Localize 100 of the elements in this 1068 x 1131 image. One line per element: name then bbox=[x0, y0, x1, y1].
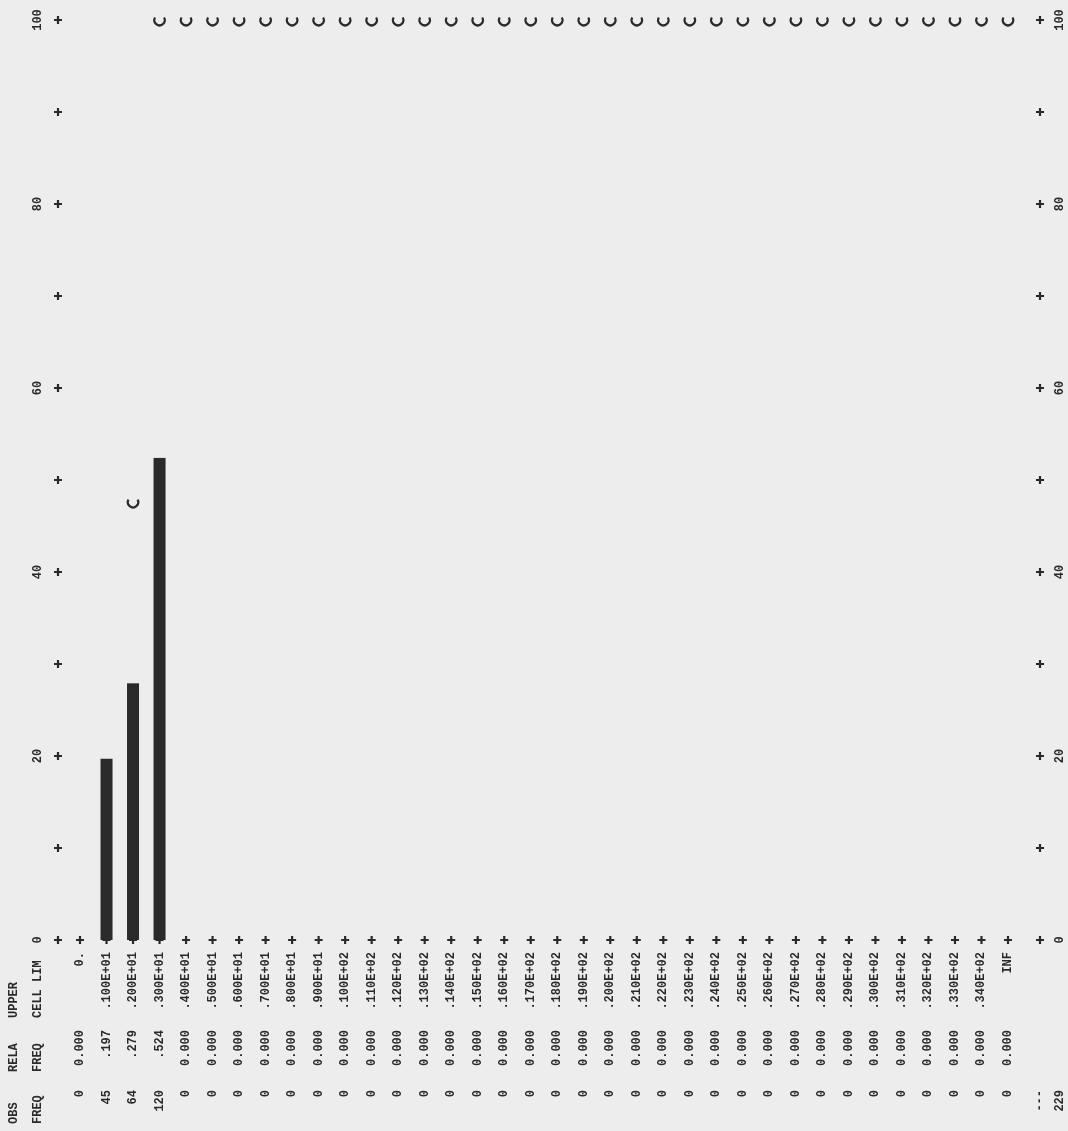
text: 0 bbox=[1001, 1090, 1015, 1098]
y2-tick-label: 40 bbox=[1053, 564, 1067, 580]
y2-tick-label: 20 bbox=[1053, 748, 1067, 764]
text: 0 bbox=[285, 1090, 300, 1098]
text: 0.000 bbox=[444, 1030, 459, 1067]
x-tick-label: .160E+02 bbox=[497, 952, 512, 1010]
y-tick-label: 60 bbox=[31, 380, 45, 396]
y-tick-label: 40 bbox=[31, 564, 45, 580]
x-tick-label: .200E+02 bbox=[603, 952, 618, 1010]
y-tick-label: 0 bbox=[31, 936, 45, 944]
text: 0 bbox=[338, 1090, 353, 1098]
text: 0.000 bbox=[470, 1030, 485, 1067]
x-tick-label: .700E+01 bbox=[258, 952, 273, 1010]
text: 0 bbox=[205, 1090, 220, 1098]
x-tick-label: .210E+02 bbox=[629, 952, 644, 1010]
text: 0 bbox=[470, 1090, 485, 1098]
x-tick-label: .260E+02 bbox=[762, 952, 777, 1010]
text: 0 bbox=[232, 1090, 247, 1098]
text: 0 bbox=[417, 1090, 432, 1098]
text: 0 bbox=[523, 1090, 538, 1098]
text: 0.000 bbox=[947, 1030, 962, 1067]
x-tick-label: .300E+02 bbox=[868, 952, 883, 1010]
text: 0.000 bbox=[258, 1030, 273, 1067]
text: 0 bbox=[391, 1090, 406, 1098]
text: RELA FREQ bbox=[7, 1042, 45, 1072]
text: 0 bbox=[576, 1090, 591, 1098]
text: 0 bbox=[815, 1090, 830, 1098]
x-tick-label: .240E+02 bbox=[709, 952, 724, 1010]
bar bbox=[153, 457, 166, 940]
x-tick-label: .100E+01 bbox=[99, 952, 114, 1010]
text: 0 bbox=[709, 1090, 724, 1098]
text: 0.000 bbox=[364, 1030, 379, 1067]
text: 0.000 bbox=[603, 1030, 618, 1067]
x-tick-label: .230E+02 bbox=[682, 952, 697, 1010]
text: 0 bbox=[603, 1090, 618, 1098]
y2-tick-label: 0 bbox=[1053, 936, 1067, 944]
y2-tick-label: 100 bbox=[1053, 9, 1067, 31]
text: 0.000 bbox=[285, 1030, 300, 1067]
text: 0.000 bbox=[523, 1030, 538, 1067]
text: 0 bbox=[841, 1090, 856, 1098]
text: 0.000 bbox=[73, 1030, 87, 1067]
x-tick-label: .200E+01 bbox=[126, 952, 141, 1010]
text: 45 bbox=[99, 1090, 114, 1105]
text: 0 bbox=[311, 1090, 326, 1098]
text: 0 bbox=[894, 1090, 909, 1098]
text: 0.000 bbox=[974, 1030, 989, 1067]
x-tick-label: .270E+02 bbox=[788, 952, 803, 1010]
text: 0 bbox=[179, 1090, 194, 1098]
x-tick-label: .800E+01 bbox=[285, 952, 300, 1010]
x-tick-label: .110E+02 bbox=[364, 952, 379, 1010]
text: 0 bbox=[921, 1090, 936, 1098]
x-tick-label: .180E+02 bbox=[550, 952, 565, 1010]
x-tick-label: .290E+02 bbox=[841, 952, 856, 1010]
x-tick-label: .310E+02 bbox=[894, 952, 909, 1010]
text: 0 bbox=[629, 1090, 644, 1098]
text: 0.000 bbox=[338, 1030, 353, 1067]
bar bbox=[100, 758, 113, 940]
text: 0.000 bbox=[629, 1030, 644, 1067]
text: 0.000 bbox=[894, 1030, 909, 1067]
text: 0 bbox=[497, 1090, 512, 1098]
text: .524 bbox=[152, 1030, 167, 1059]
x-tick-label: .100E+02 bbox=[338, 952, 353, 1010]
text: 0.000 bbox=[576, 1030, 591, 1067]
text: 0 bbox=[73, 1090, 87, 1098]
text: 0.000 bbox=[682, 1030, 697, 1067]
y-tick-label: 20 bbox=[31, 748, 45, 764]
x-tick-label: .340E+02 bbox=[974, 952, 989, 1010]
x-tick-label: .190E+02 bbox=[576, 952, 591, 1010]
text: 0.000 bbox=[841, 1030, 856, 1067]
text: 0.000 bbox=[709, 1030, 724, 1067]
text: 229 bbox=[1053, 1090, 1067, 1112]
text: 64 bbox=[126, 1090, 141, 1105]
text: 0.000 bbox=[497, 1030, 512, 1067]
text: 0.000 bbox=[788, 1030, 803, 1067]
text: 0.000 bbox=[311, 1030, 326, 1067]
text: 0 bbox=[550, 1090, 565, 1098]
text: 0.000 bbox=[815, 1030, 830, 1067]
text: 0 bbox=[788, 1090, 803, 1098]
text: 0.000 bbox=[417, 1030, 432, 1067]
x-tick-label: .400E+01 bbox=[179, 952, 194, 1010]
x-tick-label: INF bbox=[1001, 952, 1015, 974]
text: 0 bbox=[868, 1090, 883, 1098]
x-tick-label: 0. bbox=[73, 952, 87, 967]
text: .279 bbox=[126, 1030, 141, 1059]
text: 0 bbox=[258, 1090, 273, 1098]
text: 0 bbox=[947, 1090, 962, 1098]
y-tick-label: 80 bbox=[31, 196, 45, 212]
text: 0 bbox=[444, 1090, 459, 1098]
text: 0.000 bbox=[656, 1030, 671, 1067]
text: 0.000 bbox=[205, 1030, 220, 1067]
x-tick-label: .300E+01 bbox=[152, 952, 167, 1010]
text: UPPER CELL LIM bbox=[7, 960, 45, 1018]
text: --- bbox=[1033, 1090, 1047, 1112]
text: 0 bbox=[762, 1090, 777, 1098]
x-tick-label: .120E+02 bbox=[391, 952, 406, 1010]
x-tick-label: .500E+01 bbox=[205, 952, 220, 1010]
x-tick-label: .140E+02 bbox=[444, 952, 459, 1010]
x-tick-label: .900E+01 bbox=[311, 952, 326, 1010]
text: 0.000 bbox=[921, 1030, 936, 1067]
y2-tick-label: 80 bbox=[1053, 196, 1067, 212]
